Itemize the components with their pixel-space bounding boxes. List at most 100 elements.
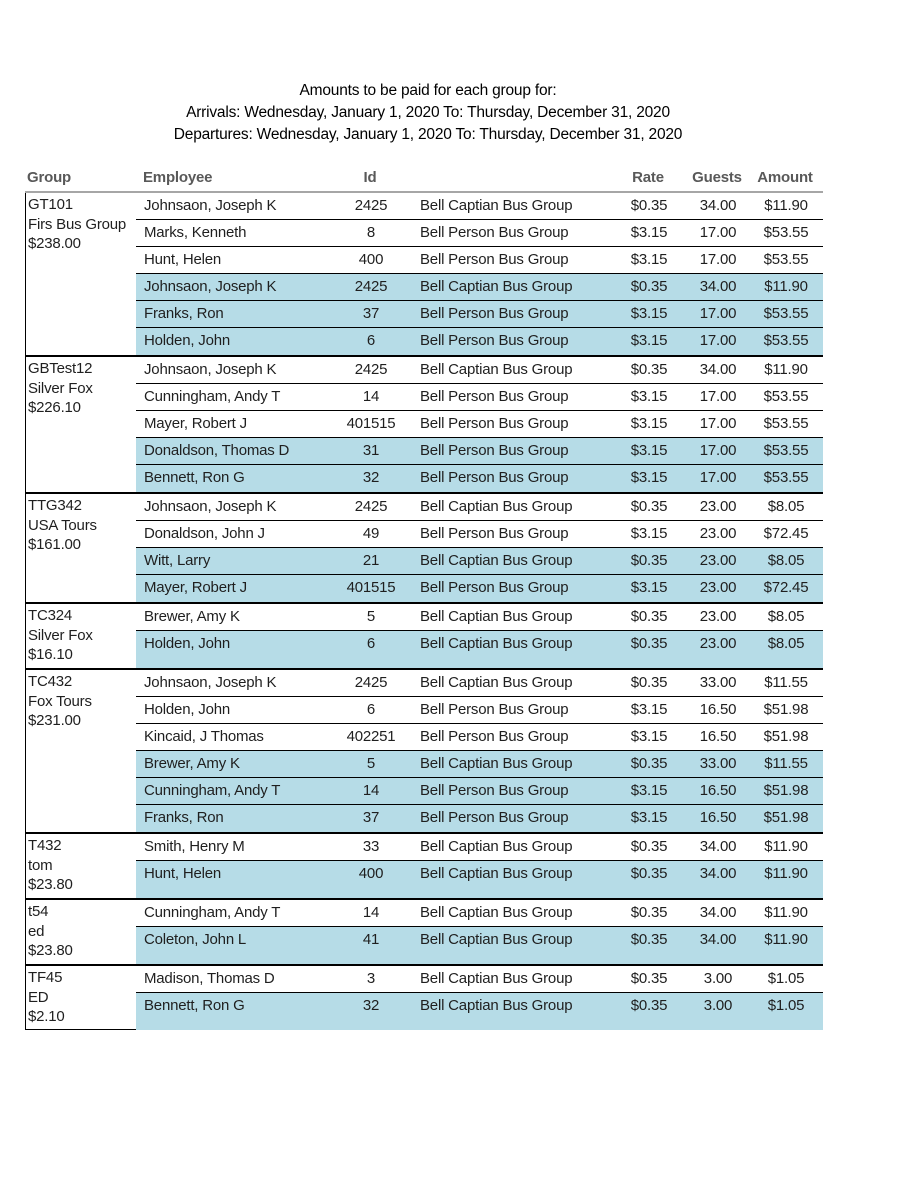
cell-employee: Brewer, Amy K bbox=[144, 608, 240, 625]
cell-id: 402251 bbox=[346, 728, 396, 745]
table-row: Brewer, Amy K 5 Bell Captian Bus Group $… bbox=[136, 751, 823, 778]
cell-amount: $53.55 bbox=[763, 305, 809, 322]
cell-employee: Johnsaon, Joseph K bbox=[144, 197, 277, 214]
group-rows: Brewer, Amy K 5 Bell Captian Bus Group $… bbox=[136, 604, 823, 668]
table-row: Holden, John 6 Bell Captian Bus Group $0… bbox=[136, 631, 823, 668]
group-total: $2.10 bbox=[28, 1008, 65, 1025]
cell-id: 2425 bbox=[354, 498, 388, 515]
group-name: Firs Bus Group bbox=[28, 215, 127, 233]
cell-guests: 34.00 bbox=[699, 197, 737, 214]
group-cell: t54 ed $23.80 bbox=[26, 900, 136, 964]
group-rows: Cunningham, Andy T 14 Bell Captian Bus G… bbox=[136, 900, 823, 964]
cell-rate: $0.35 bbox=[630, 552, 668, 569]
group-code: TC432 bbox=[28, 673, 73, 690]
cell-guests: 34.00 bbox=[699, 904, 737, 921]
cell-bus-group: Bell Person Bus Group bbox=[420, 525, 569, 542]
table-row: Donaldson, Thomas D 31 Bell Person Bus G… bbox=[136, 438, 823, 465]
cell-rate: $3.15 bbox=[630, 415, 668, 432]
table-body: GT101 Firs Bus Group $238.00 Johnsaon, J… bbox=[25, 193, 823, 1030]
cell-rate: $0.35 bbox=[630, 498, 668, 515]
cell-employee: Brewer, Amy K bbox=[144, 755, 240, 772]
cell-employee: Holden, John bbox=[144, 635, 230, 652]
cell-rate: $3.15 bbox=[630, 701, 668, 718]
group-name: ED bbox=[28, 988, 49, 1006]
cell-id: 2425 bbox=[354, 674, 388, 691]
cell-guests: 17.00 bbox=[699, 469, 737, 486]
cell-rate: $3.15 bbox=[630, 251, 668, 268]
group-code: t54 bbox=[28, 903, 49, 920]
group-rows: Johnsaon, Joseph K 2425 Bell Captian Bus… bbox=[136, 670, 823, 832]
cell-guests: 16.50 bbox=[699, 728, 737, 745]
cell-id: 5 bbox=[366, 755, 376, 772]
group-section: t54 ed $23.80 Cunningham, Andy T 14 Bell… bbox=[26, 898, 823, 964]
cell-rate: $0.35 bbox=[630, 904, 668, 921]
group-rows: Madison, Thomas D 3 Bell Captian Bus Gro… bbox=[136, 966, 823, 1030]
cell-employee: Johnsaon, Joseph K bbox=[144, 361, 277, 378]
cell-amount: $53.55 bbox=[763, 442, 809, 459]
cell-bus-group: Bell Captian Bus Group bbox=[420, 498, 573, 515]
group-total: $23.80 bbox=[28, 876, 73, 893]
cell-id: 33 bbox=[362, 838, 380, 855]
table-row: Holden, John 6 Bell Person Bus Group $3.… bbox=[136, 697, 823, 724]
table-row: Johnsaon, Joseph K 2425 Bell Captian Bus… bbox=[136, 357, 823, 384]
cell-rate: $0.35 bbox=[630, 838, 668, 855]
cell-bus-group: Bell Captian Bus Group bbox=[420, 997, 573, 1014]
table-row: Smith, Henry M 33 Bell Captian Bus Group… bbox=[136, 834, 823, 861]
cell-bus-group: Bell Person Bus Group bbox=[420, 809, 569, 826]
cell-guests: 23.00 bbox=[699, 498, 737, 515]
cell-id: 400 bbox=[358, 865, 384, 882]
table-row: Kincaid, J Thomas 402251 Bell Person Bus… bbox=[136, 724, 823, 751]
cell-id: 5 bbox=[366, 608, 376, 625]
cell-bus-group: Bell Person Bus Group bbox=[420, 442, 569, 459]
table-row: Cunningham, Andy T 14 Bell Person Bus Gr… bbox=[136, 384, 823, 411]
cell-rate: $3.15 bbox=[630, 809, 668, 826]
table-row: Hunt, Helen 400 Bell Person Bus Group $3… bbox=[136, 247, 823, 274]
cell-amount: $11.55 bbox=[764, 755, 808, 772]
cell-employee: Johnsaon, Joseph K bbox=[144, 278, 277, 295]
cell-id: 8 bbox=[366, 224, 376, 241]
cell-id: 37 bbox=[362, 809, 380, 826]
cell-guests: 16.50 bbox=[699, 809, 737, 826]
cell-guests: 17.00 bbox=[699, 388, 737, 405]
cell-employee: Cunningham, Andy T bbox=[144, 388, 281, 405]
cell-amount: $51.98 bbox=[763, 728, 809, 745]
group-cell: TF45 ED $2.10 bbox=[26, 966, 136, 1030]
cell-employee: Kincaid, J Thomas bbox=[144, 728, 264, 745]
cell-id: 32 bbox=[362, 997, 380, 1014]
column-header-rate: Rate bbox=[632, 169, 664, 186]
group-cell: TTG342 USA Tours $161.00 bbox=[26, 494, 136, 602]
cell-employee: Cunningham, Andy T bbox=[144, 904, 281, 921]
cell-guests: 23.00 bbox=[699, 608, 737, 625]
cell-amount: $11.55 bbox=[764, 674, 808, 691]
cell-amount: $11.90 bbox=[764, 838, 808, 855]
group-cell: T432 tom $23.80 bbox=[26, 834, 136, 898]
table-row: Bennett, Ron G 32 Bell Person Bus Group … bbox=[136, 465, 823, 492]
cell-bus-group: Bell Person Bus Group bbox=[420, 782, 569, 799]
cell-employee: Smith, Henry M bbox=[144, 838, 245, 855]
cell-amount: $1.05 bbox=[767, 970, 805, 987]
group-code: T432 bbox=[28, 837, 62, 854]
table-row: Mayer, Robert J 401515 Bell Person Bus G… bbox=[136, 575, 823, 602]
cell-guests: 3.00 bbox=[703, 970, 733, 987]
cell-employee: Bennett, Ron G bbox=[144, 997, 245, 1014]
cell-id: 32 bbox=[362, 469, 380, 486]
cell-amount: $8.05 bbox=[767, 552, 805, 569]
cell-rate: $0.35 bbox=[630, 361, 668, 378]
cell-id: 2425 bbox=[354, 278, 388, 295]
cell-guests: 16.50 bbox=[699, 701, 737, 718]
cell-rate: $0.35 bbox=[630, 931, 668, 948]
cell-amount: $72.45 bbox=[763, 579, 809, 596]
cell-amount: $11.90 bbox=[764, 361, 808, 378]
table-row: Coleton, John L 41 Bell Captian Bus Grou… bbox=[136, 927, 823, 964]
cell-employee: Holden, John bbox=[144, 701, 230, 718]
table-row: Bennett, Ron G 32 Bell Captian Bus Group… bbox=[136, 993, 823, 1030]
column-header-amount: Amount bbox=[757, 169, 813, 186]
table-row: Franks, Ron 37 Bell Person Bus Group $3.… bbox=[136, 301, 823, 328]
cell-guests: 34.00 bbox=[699, 931, 737, 948]
cell-employee: Holden, John bbox=[144, 332, 230, 349]
cell-amount: $51.98 bbox=[763, 809, 809, 826]
cell-id: 2425 bbox=[354, 197, 388, 214]
group-cell: GT101 Firs Bus Group $238.00 bbox=[26, 193, 136, 355]
cell-id: 14 bbox=[362, 904, 380, 921]
